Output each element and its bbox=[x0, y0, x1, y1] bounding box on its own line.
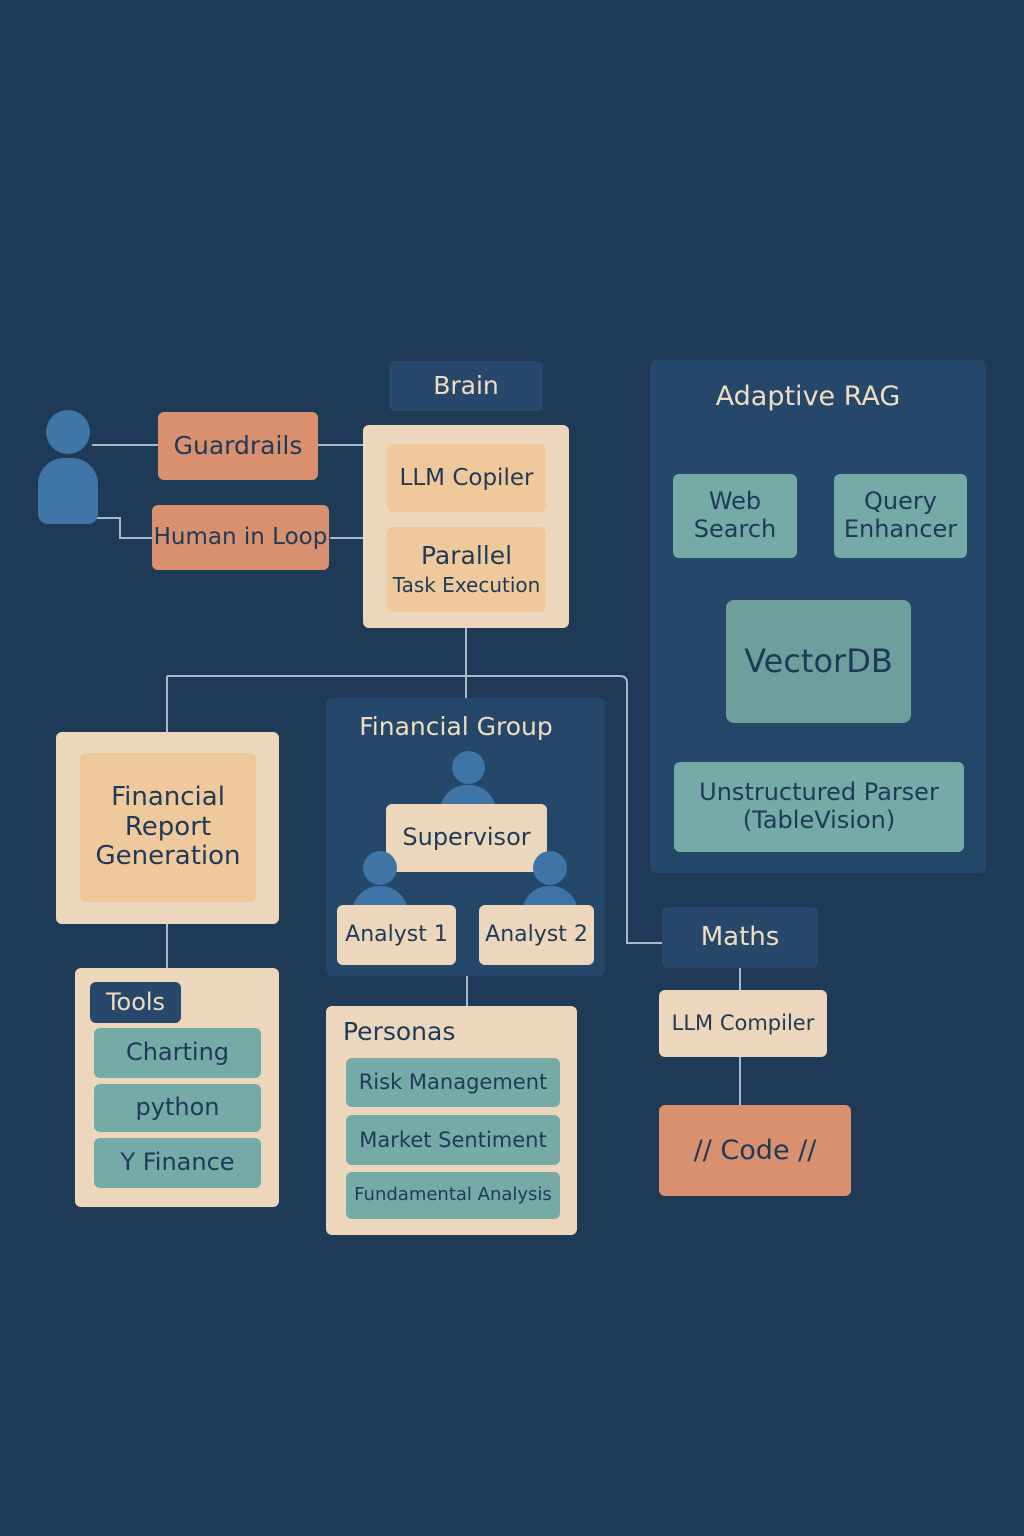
parallel-label-line2: Task Execution bbox=[392, 573, 541, 598]
parser-line1: Unstructured Parser bbox=[699, 778, 939, 807]
web-search-box: Web Search bbox=[673, 474, 797, 558]
llm-copiler-box: LLM Copiler bbox=[387, 444, 546, 512]
supervisor-label: Supervisor bbox=[402, 823, 531, 852]
persona-item-fundamental: Fundamental Analysis bbox=[346, 1172, 560, 1219]
llm-compiler-box: LLM Compiler bbox=[659, 990, 827, 1057]
persona-item-risk: Risk Management bbox=[346, 1058, 560, 1107]
persona-item-label: Market Sentiment bbox=[359, 1127, 547, 1152]
tools-title: Tools bbox=[105, 987, 166, 1016]
financial-group-title: Financial Group bbox=[359, 711, 553, 741]
analyst2-label: Analyst 2 bbox=[485, 922, 588, 948]
parallel-task-box: Parallel Task Execution bbox=[387, 527, 546, 612]
maths-title-box: Maths bbox=[662, 907, 818, 968]
code-label: // Code // bbox=[693, 1134, 817, 1166]
code-box: // Code // bbox=[659, 1105, 851, 1196]
persona-item-label: Fundamental Analysis bbox=[354, 1184, 552, 1206]
web-search-line1: Web bbox=[708, 487, 762, 516]
supervisor-box: Supervisor bbox=[386, 804, 547, 872]
vectordb-box: VectorDB bbox=[726, 600, 911, 723]
human-in-loop-label: Human in Loop bbox=[153, 524, 328, 551]
tool-item-yfinance: Y Finance bbox=[94, 1138, 261, 1188]
report-line1: Financial bbox=[111, 781, 225, 812]
analyst1-label: Analyst 1 bbox=[345, 922, 448, 948]
personas-title: Personas bbox=[343, 1016, 456, 1046]
tool-item-label: Y Finance bbox=[120, 1148, 235, 1177]
adaptive-rag-title: Adaptive RAG bbox=[715, 381, 901, 413]
report-line2: Report bbox=[124, 811, 212, 842]
supervisor-icon bbox=[438, 751, 498, 815]
parser-line2: (TableVision) bbox=[742, 806, 896, 834]
brain-title: Brain bbox=[433, 370, 499, 400]
vectordb-label: VectorDB bbox=[744, 642, 893, 681]
adaptive-rag-title-wrap: Adaptive RAG bbox=[650, 374, 966, 420]
unstructured-parser-box: Unstructured Parser (TableVision) bbox=[674, 762, 964, 852]
persona-item-sentiment: Market Sentiment bbox=[346, 1115, 560, 1165]
tool-item-python: python bbox=[94, 1084, 261, 1132]
brain-title-box: Brain bbox=[389, 361, 543, 411]
financial-group-title-wrap: Financial Group bbox=[326, 706, 586, 748]
maths-title: Maths bbox=[700, 921, 780, 952]
report-line3: Generation bbox=[95, 841, 241, 872]
report-box: Financial Report Generation bbox=[80, 753, 256, 902]
query-enhancer-box: Query Enhancer bbox=[834, 474, 967, 558]
query-enhancer-line2: Enhancer bbox=[843, 515, 958, 543]
user-icon bbox=[36, 410, 100, 524]
connector-user-human bbox=[92, 517, 152, 539]
human-in-loop-box: Human in Loop bbox=[152, 505, 329, 570]
llm-copiler-label: LLM Copiler bbox=[399, 464, 534, 491]
parallel-label-line1: Parallel bbox=[420, 540, 513, 570]
tool-item-charting: Charting bbox=[94, 1028, 261, 1078]
connector-bus bbox=[167, 675, 662, 944]
guardrails-box: Guardrails bbox=[158, 412, 318, 480]
guardrails-label: Guardrails bbox=[173, 430, 303, 460]
analyst2-box: Analyst 2 bbox=[479, 905, 594, 965]
tools-title-box: Tools bbox=[90, 982, 181, 1023]
tool-item-label: python bbox=[135, 1093, 220, 1122]
personas-title-wrap: Personas bbox=[343, 1014, 473, 1050]
web-search-line2: Search bbox=[693, 515, 777, 543]
analyst1-box: Analyst 1 bbox=[337, 905, 456, 965]
llm-compiler-label: LLM Compiler bbox=[671, 1011, 815, 1036]
query-enhancer-line1: Query bbox=[864, 487, 937, 516]
persona-item-label: Risk Management bbox=[358, 1070, 548, 1095]
tool-item-label: Charting bbox=[125, 1038, 230, 1067]
